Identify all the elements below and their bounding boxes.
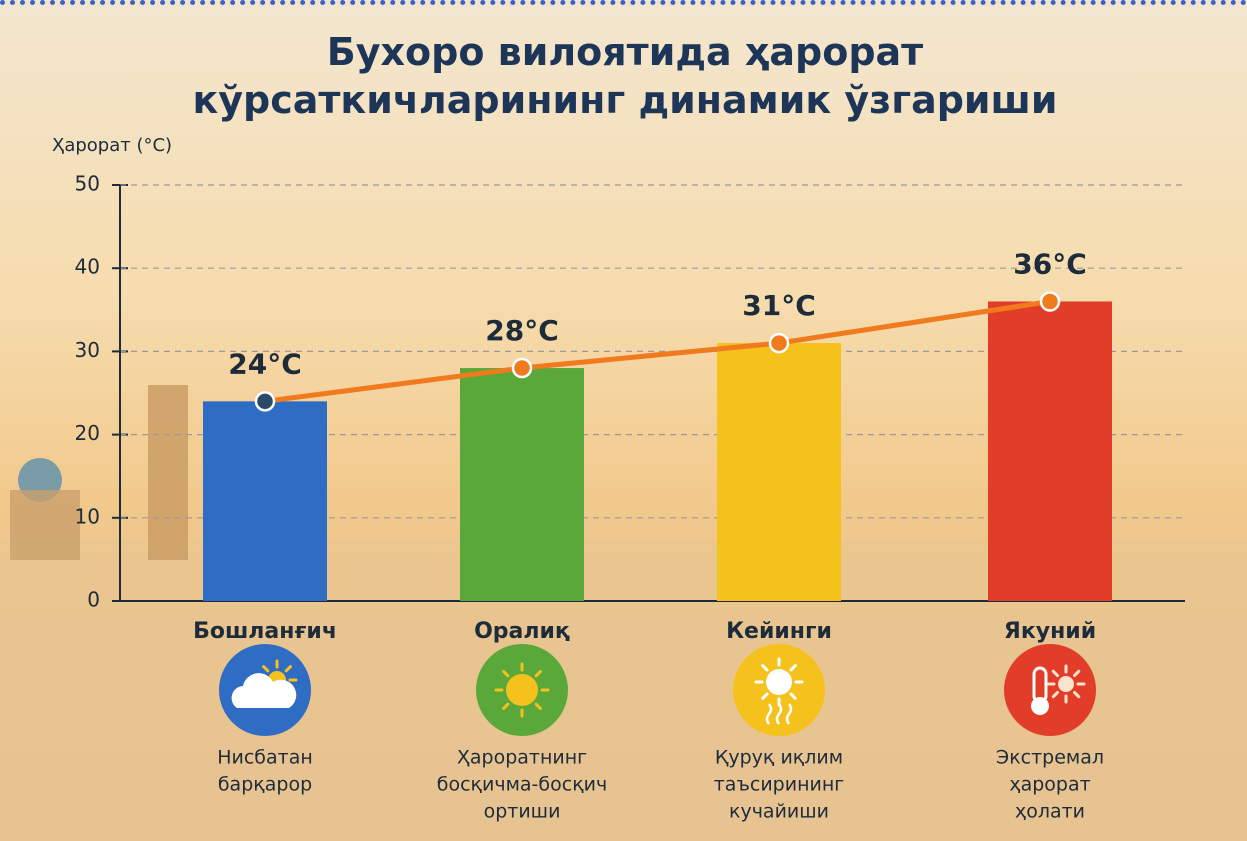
y-tick-label: 40 [75,255,100,279]
x-tick-label: Кейинги [726,619,832,644]
y-tick-label: 10 [75,504,100,528]
sun [766,669,792,695]
point [1041,292,1059,310]
description: Нисбатан [217,747,313,769]
value-label: 28°C [485,314,559,347]
sun [506,674,538,706]
x-tick-label: Якуний [1004,619,1096,644]
description: ҳарорат [1009,774,1090,796]
icon [219,644,311,736]
sun [1058,676,1074,692]
trend-line [265,301,1050,401]
value-label: 31°C [742,289,816,322]
point [770,334,788,352]
bar [460,368,584,601]
icon-circle [1004,644,1096,736]
icon [476,644,568,736]
y-tick-label: 30 [75,338,100,362]
icon [733,644,825,736]
description: босқичма-босқич [437,774,608,796]
description: Ҳароратнинг [457,747,587,769]
y-tick-label: 50 [75,172,100,196]
description: Экстремал [996,747,1104,769]
description: кучайиши [729,801,829,823]
y-tick-label: 0 [87,588,100,612]
thermo-bulb [1031,697,1049,715]
description: Қуруқ иқлим [715,747,843,769]
bar [203,401,327,601]
minaret [148,385,188,560]
point [513,359,531,377]
building [10,490,80,560]
description: барқарор [218,774,312,796]
bar [717,343,841,601]
bar [988,301,1112,601]
page: Ҳарорат (°C) 0 10 20 30 40 50 24°C Бошланғич Нис… [0,0,1247,841]
y-axis-label: Ҳарорат (°C) [52,135,172,156]
description: ҳолати [1015,801,1085,823]
y-tick-label: 20 [75,421,100,445]
chart-title: Бухоро вилоятида ҳарорат кўрсаткичларини… [150,28,1100,124]
point [256,392,274,410]
value-label: 24°C [228,347,302,380]
icon [1004,644,1096,736]
x-tick-label: Оралиқ [474,619,570,644]
description: таъсирининг [714,774,845,796]
description: ортиши [484,801,561,823]
x-tick-label: Бошланғич [193,619,337,644]
value-label: 36°C [1013,247,1087,280]
chart: Ҳарорат (°C) 0 10 20 30 40 50 24°C Бошланғич Нис… [0,0,1247,841]
